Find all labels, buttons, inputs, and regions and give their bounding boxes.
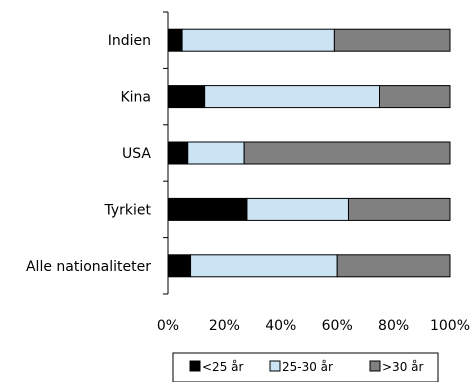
bar-1-series-1 [167,28,183,52]
bar-5-series-2 [190,254,338,278]
legend-swatch [369,360,381,372]
legend-label: <25 år [202,360,243,374]
legend-label: 25-30 år [282,360,333,374]
category-labels: Indien Kina USA Tyrkiet Alle nationaliteter [26,33,152,275]
legend-label: >30 år [382,360,423,374]
bar-1-series-2 [181,28,335,52]
legend-box [172,352,439,382]
bar-1-series-3 [333,28,451,52]
x-tick-labels: 0% 20% 40% 60% 80% 100% [157,318,470,334]
x-tick-label: 0% [157,318,179,334]
legend-items: <25 år 25-30 år >30 år [189,360,423,374]
bar-4-series-1 [167,197,248,221]
x-tick-label: 100% [430,318,470,334]
legend-swatch [269,360,281,372]
category-label: USA [122,146,151,162]
x-tick-label: 40% [265,318,296,334]
category-label: Alle nationaliteter [26,259,151,275]
category-label: Tyrkiet [103,202,151,218]
x-tick-label: 20% [209,318,240,334]
axes-group [163,11,169,295]
bars-group [167,28,451,278]
bar-5-series-3 [336,254,451,278]
bar-3-series-3 [243,141,451,165]
bar-3-series-2 [187,141,245,165]
bar-4-series-3 [347,197,451,221]
bar-2-series-1 [167,85,206,109]
x-tick-label: 80% [378,318,409,334]
bar-4-series-2 [246,197,349,221]
legend-swatch [189,360,201,372]
category-label: Indien [108,33,151,49]
category-label: Kina [120,90,151,106]
x-tick-label: 60% [322,318,353,334]
bar-5-series-1 [167,254,192,278]
bar-3-series-1 [167,141,189,165]
bar-2-series-3 [379,85,451,109]
legend: <25 år 25-30 år >30 år [172,352,439,382]
bar-2-series-2 [204,85,380,109]
